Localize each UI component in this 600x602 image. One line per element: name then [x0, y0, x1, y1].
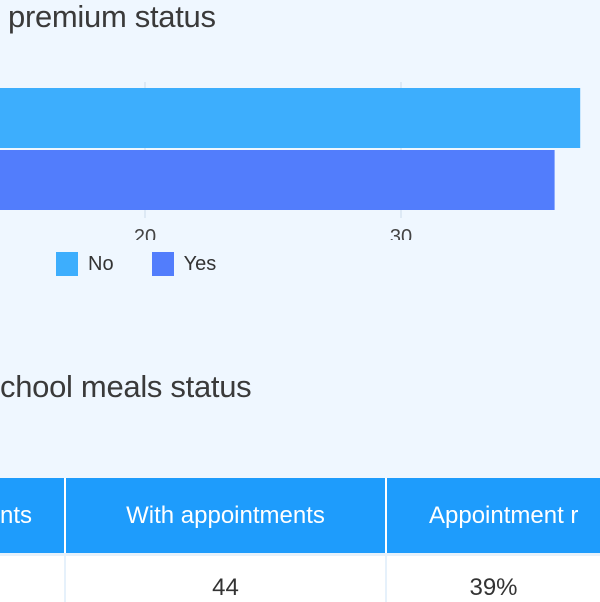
- table-title: chool meals status: [0, 369, 251, 405]
- table-cell: 44: [65, 555, 386, 602]
- legend-item-no[interactable]: No: [56, 252, 114, 276]
- column-header: With appointments: [65, 478, 386, 555]
- legend-swatch-no: [56, 252, 78, 276]
- legend-label: Yes: [184, 253, 217, 276]
- table-cell: [0, 555, 65, 602]
- bar-yes[interactable]: [0, 150, 555, 210]
- column-header: nts: [0, 478, 65, 555]
- legend-swatch-yes: [152, 252, 174, 276]
- x-tick-label: 30: [390, 226, 412, 240]
- legend-label: No: [88, 253, 114, 276]
- x-tick-label: 20: [134, 226, 156, 240]
- chart-legend: No Yes: [56, 252, 254, 276]
- bar-no[interactable]: [0, 88, 580, 148]
- table-row: 44 39%: [0, 555, 600, 602]
- appointments-table: nts With appointments Appointment r 44 3…: [0, 478, 600, 602]
- legend-item-yes[interactable]: Yes: [152, 252, 217, 276]
- table-cell: 39%: [386, 555, 600, 602]
- column-header: Appointment r: [386, 478, 600, 555]
